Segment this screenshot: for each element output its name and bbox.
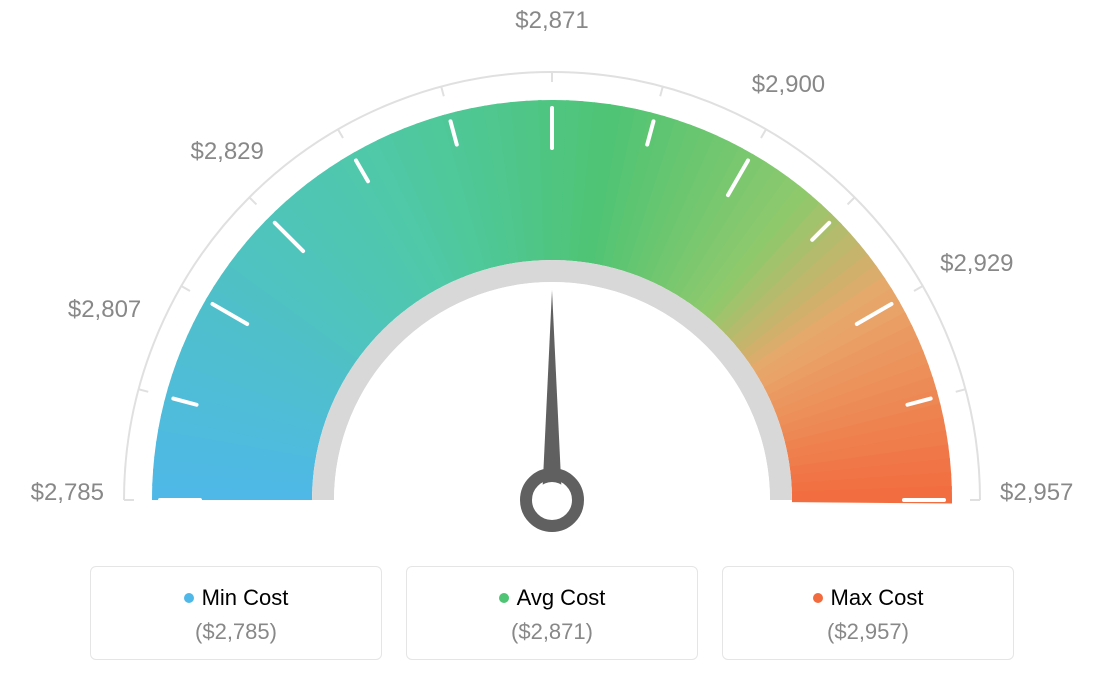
avg-cost-title: Avg Cost bbox=[407, 585, 697, 611]
avg-cost-card: Avg Cost ($2,871) bbox=[406, 566, 698, 660]
gauge-tick-label: $2,807 bbox=[68, 296, 141, 323]
gauge-chart-container: $2,785 $2,807 $2,829 $2,871 $2,900 $2,929 $2,9… bbox=[0, 0, 1104, 690]
gauge-tick-label: $2,829 bbox=[190, 138, 263, 165]
gauge-tick-label: $2,957 bbox=[1000, 479, 1073, 506]
max-cost-card: Max Cost ($2,957) bbox=[722, 566, 1014, 660]
avg-cost-label: Avg Cost bbox=[517, 585, 606, 611]
min-cost-value: ($2,785) bbox=[91, 619, 381, 645]
min-cost-card: Min Cost ($2,785) bbox=[90, 566, 382, 660]
min-cost-dot-icon bbox=[184, 593, 194, 603]
gauge-tick-label: $2,929 bbox=[940, 250, 1013, 277]
min-cost-label: Min Cost bbox=[202, 585, 289, 611]
gauge-tick-label: $2,900 bbox=[752, 71, 825, 98]
avg-cost-value: ($2,871) bbox=[407, 619, 697, 645]
max-cost-value: ($2,957) bbox=[723, 619, 1013, 645]
max-cost-dot-icon bbox=[813, 593, 823, 603]
min-cost-title: Min Cost bbox=[91, 585, 381, 611]
gauge-tick-label: $2,785 bbox=[31, 479, 104, 506]
cost-summary-cards: Min Cost ($2,785) Avg Cost ($2,871) Max … bbox=[0, 566, 1104, 660]
gauge-chart: $2,785 $2,807 $2,829 $2,871 $2,900 $2,929 $2,9… bbox=[0, 0, 1104, 540]
gauge-tick-label: $2,871 bbox=[515, 7, 588, 34]
max-cost-label: Max Cost bbox=[831, 585, 924, 611]
max-cost-title: Max Cost bbox=[723, 585, 1013, 611]
avg-cost-dot-icon bbox=[499, 593, 509, 603]
